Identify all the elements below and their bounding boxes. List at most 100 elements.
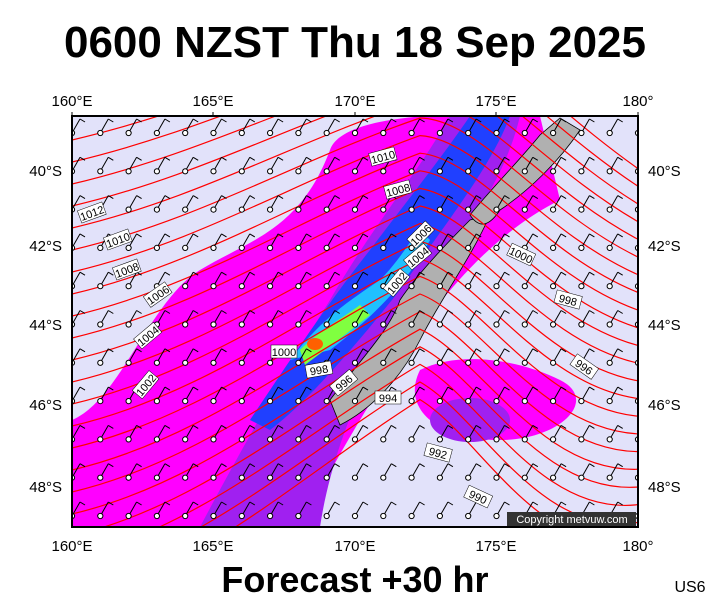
wind-barb (192, 233, 199, 238)
station (436, 168, 443, 175)
isobar-label: 1000 (270, 344, 298, 359)
wind-barb (306, 310, 312, 314)
wind-barb (646, 196, 651, 199)
wind-barb (475, 118, 482, 123)
station (465, 129, 472, 137)
station (465, 206, 472, 213)
station (606, 206, 613, 213)
isobar (102, 346, 638, 527)
isobar (72, 222, 638, 383)
station (606, 168, 613, 175)
wind-barb (419, 463, 425, 468)
station (323, 321, 330, 328)
wind-barb (277, 310, 284, 314)
station (97, 129, 104, 137)
wind-barb (419, 348, 425, 353)
station (295, 436, 302, 443)
wind-barb (108, 310, 114, 314)
wind-barb (637, 514, 638, 516)
wind-barb (249, 501, 256, 506)
lon-label: 165°E (192, 93, 233, 110)
wind-barb (108, 195, 114, 200)
wind-barb (589, 386, 595, 391)
station (351, 398, 359, 405)
station (153, 206, 160, 213)
station (493, 206, 500, 213)
station (125, 398, 132, 405)
station (351, 436, 359, 443)
station (267, 283, 274, 290)
wind-barb (192, 195, 199, 200)
isobar (72, 134, 638, 276)
isobar-label-bg (383, 179, 413, 200)
wind-barb (532, 310, 539, 314)
station (295, 398, 302, 405)
wind-barb (306, 463, 312, 468)
wind-barb (646, 502, 651, 505)
wind-barb (306, 348, 312, 353)
station (408, 512, 415, 520)
station (97, 321, 104, 328)
station (351, 168, 359, 175)
wind-barb (504, 118, 510, 123)
isobar (158, 363, 638, 527)
station (295, 474, 302, 481)
wind-barb (192, 424, 199, 429)
isobar-label: 1012 (77, 201, 107, 224)
wind-barb (221, 156, 227, 161)
wind-barb (617, 271, 623, 276)
station (465, 436, 472, 443)
wind-barb (637, 170, 638, 172)
station (380, 359, 387, 366)
station (153, 129, 160, 137)
wind-barb (560, 271, 567, 276)
wind-barb (560, 118, 567, 123)
station (493, 512, 500, 520)
station (97, 512, 104, 520)
station (125, 244, 132, 251)
station (550, 398, 557, 405)
station (521, 283, 528, 290)
wind-barb (637, 361, 638, 363)
wind-barb (560, 348, 567, 353)
station (210, 321, 217, 328)
station (125, 206, 132, 213)
station (436, 512, 443, 520)
station (436, 398, 443, 405)
isobar-label-bg (463, 484, 494, 509)
isobar (72, 116, 638, 240)
wind-barb (617, 348, 623, 353)
lon-label: 170°E (334, 93, 375, 110)
wind-barb (391, 310, 397, 314)
wind-barb (637, 476, 638, 478)
isobar-label-text: 992 (427, 446, 448, 462)
station (436, 359, 443, 366)
wind-barb (334, 156, 340, 161)
wind-barb (306, 195, 312, 200)
station (578, 168, 585, 175)
station (153, 436, 160, 443)
wind-barb (108, 424, 114, 429)
wind-barb (617, 310, 623, 314)
station (550, 283, 557, 290)
station (182, 244, 189, 251)
wind-barb (306, 233, 312, 238)
wind-barb (447, 386, 454, 391)
wind-barb (447, 424, 454, 429)
wind-barb (108, 271, 114, 276)
wind-barb (164, 424, 171, 429)
wind-barb (362, 348, 369, 353)
wind-barb (136, 501, 142, 506)
wind-barb (532, 386, 539, 391)
wind-barb (532, 271, 539, 276)
wind-barb (504, 424, 510, 429)
isobar-label-bg (403, 242, 433, 271)
station (521, 359, 528, 366)
station (238, 359, 245, 366)
wind-barb (447, 463, 454, 468)
station (550, 168, 557, 175)
wind-barb (192, 118, 199, 123)
station (493, 168, 500, 175)
wind-barb (646, 234, 651, 237)
